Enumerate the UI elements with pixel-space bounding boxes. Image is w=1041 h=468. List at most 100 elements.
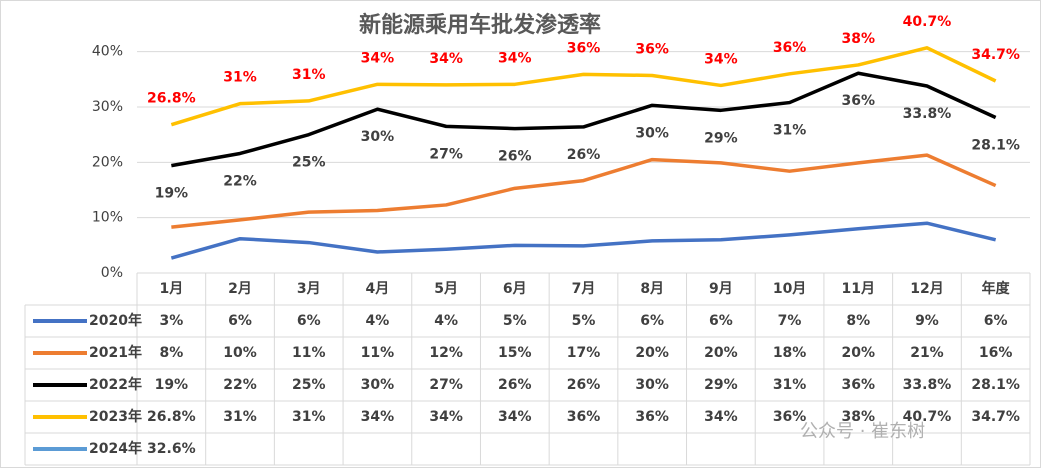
table-cell: 8% <box>846 313 870 329</box>
data-label: 25% <box>292 155 326 171</box>
data-label: 34% <box>361 50 395 66</box>
table-cell: 20% <box>635 345 669 361</box>
data-label: 29% <box>704 130 738 146</box>
y-tick-label: 10% <box>92 210 123 226</box>
table-cell: 5% <box>503 313 527 329</box>
table-cell: 6% <box>228 313 252 329</box>
data-label: 36% <box>842 93 876 109</box>
table-cell: 34% <box>498 409 532 425</box>
table-cell: 26% <box>498 377 532 393</box>
data-label: 26.8% <box>147 91 196 107</box>
data-label: 36% <box>773 40 807 56</box>
x-tick-label: 1月 <box>159 281 183 297</box>
table-cell: 22% <box>223 377 257 393</box>
y-tick-label: 30% <box>92 99 123 115</box>
table-cell: 34% <box>361 409 395 425</box>
table-cell: 31% <box>773 377 807 393</box>
table-cell: 5% <box>572 313 596 329</box>
data-label: 27% <box>429 146 463 162</box>
table-cell: 26.8% <box>147 409 196 425</box>
table-cell: 28.1% <box>971 377 1020 393</box>
table-cell: 11% <box>361 345 395 361</box>
series-line <box>170 221 997 260</box>
data-label: 33.8% <box>903 106 952 122</box>
x-tick-label: 5月 <box>434 281 458 297</box>
data-label: 38% <box>842 31 876 47</box>
table-cell: 4% <box>366 313 390 329</box>
legend-label: 2024年 <box>89 440 142 457</box>
table-cell: 6% <box>640 313 664 329</box>
table-cell: 34% <box>429 409 463 425</box>
table-cell: 4% <box>434 313 458 329</box>
legend-label: 2020年 <box>89 312 142 329</box>
x-tick-label: 12月 <box>910 281 943 297</box>
table-cell: 21% <box>910 345 944 361</box>
x-tick-label: 9月 <box>709 281 733 297</box>
table-cell: 30% <box>635 377 669 393</box>
legend-label: 2023年 <box>89 408 142 425</box>
data-label: 34% <box>498 50 532 66</box>
x-tick-label: 4月 <box>366 281 390 297</box>
table-cell: 7% <box>778 313 802 329</box>
data-label: 36% <box>567 40 601 56</box>
legend-label: 2022年 <box>89 376 142 393</box>
data-label: 19% <box>155 186 189 202</box>
table-cell: 38% <box>842 409 876 425</box>
table-cell: 30% <box>361 377 395 393</box>
legend-label: 2021年 <box>89 344 142 361</box>
table-cell: 10% <box>223 345 257 361</box>
data-label: 40.7% <box>903 14 952 30</box>
table-cell: 27% <box>429 377 463 393</box>
table-cell: 11% <box>292 345 326 361</box>
series-line <box>171 71 997 168</box>
table-cell: 31% <box>223 409 257 425</box>
data-label: 26% <box>498 149 532 165</box>
table-cell: 12% <box>429 345 463 361</box>
table-cell: 25% <box>292 377 326 393</box>
table-cell: 26% <box>567 377 601 393</box>
table-cell: 18% <box>773 345 807 361</box>
data-label: 30% <box>635 125 669 141</box>
table-cell: 36% <box>773 409 807 425</box>
table-cell: 20% <box>704 345 738 361</box>
table-cell: 9% <box>915 313 939 329</box>
data-label: 31% <box>223 70 257 86</box>
table-cell: 6% <box>297 313 321 329</box>
data-label: 36% <box>635 41 669 57</box>
table-cell: 6% <box>709 313 733 329</box>
table-cell: 34% <box>704 409 738 425</box>
table-cell: 6% <box>984 313 1008 329</box>
x-tick-label: 7月 <box>572 281 596 297</box>
x-tick-label: 10月 <box>773 281 806 297</box>
series-line <box>171 153 997 229</box>
y-tick-label: 40% <box>92 44 123 60</box>
data-label: 28.1% <box>971 138 1020 154</box>
table-cell: 33.8% <box>903 377 952 393</box>
data-label: 22% <box>223 173 257 189</box>
table-cell: 17% <box>567 345 601 361</box>
table-cell: 32.6% <box>147 441 196 457</box>
table-cell: 3% <box>159 313 183 329</box>
watermark: 公众号 · 崔东树 <box>800 421 925 442</box>
chart-title: 新能源乘用车批发渗透率 <box>359 12 601 38</box>
table-cell: 16% <box>979 345 1013 361</box>
data-label: 31% <box>773 123 807 139</box>
data-label: 31% <box>292 67 326 83</box>
data-label: 34.7% <box>971 47 1020 63</box>
data-label: 34% <box>429 51 463 67</box>
table-cell: 20% <box>842 345 876 361</box>
data-label: 30% <box>361 129 395 145</box>
table-cell: 31% <box>292 409 326 425</box>
y-tick-label: 20% <box>92 154 123 170</box>
table-cell: 15% <box>498 345 532 361</box>
data-label: 26% <box>567 147 601 163</box>
x-tick-label: 3月 <box>297 281 321 297</box>
x-tick-label: 11月 <box>842 281 875 297</box>
table-cell: 34.7% <box>971 409 1020 425</box>
table-cell: 36% <box>635 409 669 425</box>
table-cell: 8% <box>159 345 183 361</box>
table-cell: 29% <box>704 377 738 393</box>
x-tick-label: 2月 <box>228 281 252 297</box>
y-tick-label: 0% <box>101 265 123 281</box>
